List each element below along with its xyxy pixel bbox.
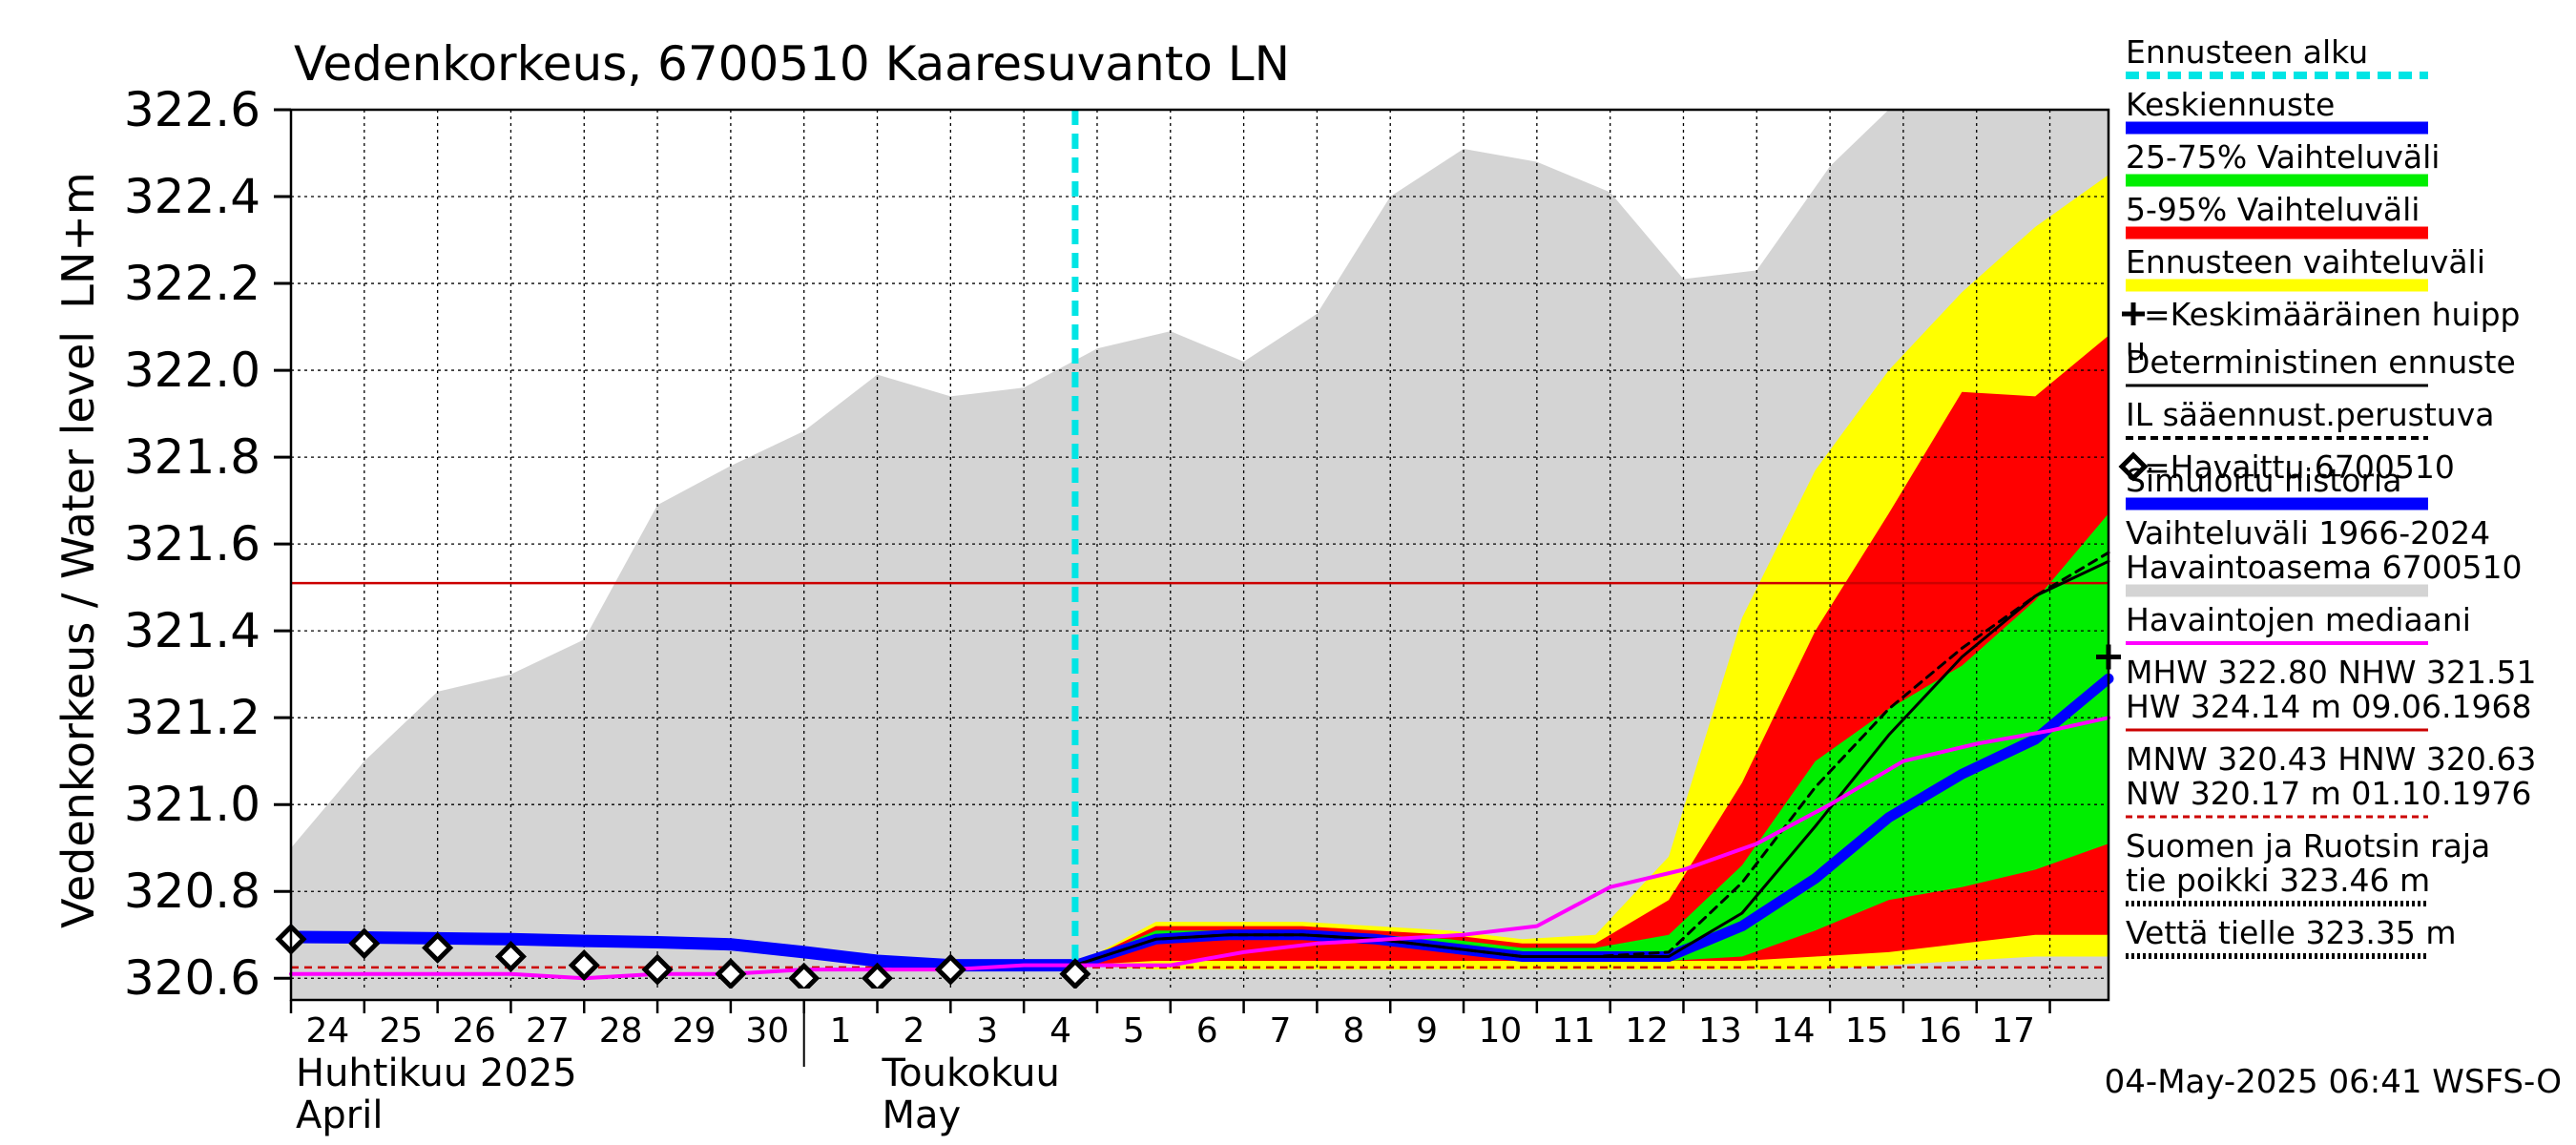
legend-label: MNW 320.43 HNW 320.63: [2126, 740, 2536, 778]
x-tick-label: 16: [1918, 1011, 1962, 1051]
x-tick-label: 15: [1845, 1011, 1889, 1051]
legend: Ennusteen alku Keskiennuste 25-75% Vaihtel…: [2118, 33, 2536, 959]
legend-item: 25-75% Vaihteluväli: [2126, 138, 2440, 187]
legend-item: Deterministinen ennuste: [2126, 344, 2516, 387]
y-axis-unit: LN+m: [52, 172, 104, 308]
observed-point: [568, 949, 600, 982]
legend-label: Simuloitu historia: [2126, 462, 2401, 499]
x-tick-label: 27: [526, 1011, 570, 1051]
legend-label-2: Havaintoasema 6700510: [2126, 549, 2523, 586]
observed-point: [422, 931, 454, 964]
x-tick-label: 14: [1772, 1011, 1816, 1051]
y-tick-label: 322.0: [124, 343, 260, 398]
y-tick-label: 322.4: [124, 169, 260, 224]
x-tick-label: 6: [1196, 1011, 1218, 1051]
legend-label: 25-75% Vaihteluväli: [2126, 138, 2440, 176]
legend-item: Ennusteen alku: [2126, 33, 2428, 79]
x-tick-label: 29: [673, 1011, 717, 1051]
month-label-fi: Toukokuu: [882, 1051, 1060, 1095]
observed-point: [348, 927, 381, 960]
legend-label: =Keskimääräinen huipp: [2144, 296, 2521, 333]
legend-label: Deterministinen ennuste: [2126, 344, 2516, 381]
legend-label-2: HW 324.14 m 09.06.1968: [2126, 688, 2531, 725]
observed-point: [1059, 958, 1091, 990]
legend-item: Havaintojen mediaani: [2126, 601, 2471, 645]
legend-label-2: tie poikki 323.46 m: [2126, 862, 2430, 899]
x-tick-label: 13: [1698, 1011, 1742, 1051]
observed-point: [494, 940, 527, 973]
legend-item: =Havaittu 6700510: [2118, 448, 2455, 486]
x-tick-label: 17: [1991, 1011, 2035, 1051]
month-label-en: May: [883, 1093, 962, 1137]
x-tick-label: 12: [1625, 1011, 1669, 1051]
legend-label: Keskiennuste: [2126, 86, 2335, 123]
legend-item: Keskiennuste: [2126, 86, 2428, 135]
footer-timestamp: 04-May-2025 06:41 WSFS-O: [2105, 1063, 2562, 1101]
legend-item: Vaihteluväli 1966-2024 Havaintoasema 670…: [2126, 514, 2523, 597]
series-havaintojen-mediaani: [289, 716, 2110, 981]
x-tick-label: 25: [379, 1011, 423, 1051]
legend-label: Ennusteen alku: [2126, 33, 2368, 71]
legend-label-2: NW 320.17 m 01.10.1976: [2126, 775, 2531, 812]
observed-point: [641, 953, 674, 986]
legend-label: IL sääennust.perustuva: [2126, 396, 2494, 433]
y-axis-label: Vedenkorkeus / Water level: [52, 331, 104, 928]
y-tick-label: 321.2: [124, 690, 260, 745]
legend-label: Vettä tielle 323.35 m: [2126, 914, 2457, 951]
month-label-fi: Huhtikuu 2025: [296, 1051, 577, 1095]
legend-label: =Havaittu 6700510: [2144, 448, 2455, 486]
x-tick-label: 4: [1049, 1011, 1071, 1051]
legend-diamond-icon: [2118, 451, 2149, 482]
y-tick-label: 321.4: [124, 603, 260, 658]
legend-label: Ennusteen vaihteluväli: [2126, 243, 2485, 281]
history-range-band: [291, 110, 2109, 991]
legend-item: Vettä tielle 323.35 m: [2126, 914, 2457, 959]
legend-plus-icon: [2122, 302, 2145, 325]
y-tick-label: 320.8: [124, 864, 260, 919]
x-tick-label: 11: [1551, 1011, 1595, 1051]
x-tick-label: 7: [1270, 1011, 1292, 1051]
x-tick-label: 28: [599, 1011, 643, 1051]
x-tick-label: 9: [1416, 1011, 1438, 1051]
legend-label: MHW 322.80 NHW 321.51: [2126, 654, 2536, 691]
legend-label: Vaihteluväli 1966-2024: [2126, 514, 2490, 552]
legend-label-2: u: [2126, 330, 2146, 367]
x-tick-label: 30: [745, 1011, 789, 1051]
series-simuloitu-historia: [284, 930, 1082, 972]
chart-title: Vedenkorkeus, 6700510 Kaaresuvanto LN: [294, 36, 1290, 92]
legend-item: IL sääennust.perustuva: [2126, 396, 2494, 440]
legend-label: 5-95% Vaihteluväli: [2126, 191, 2420, 228]
plot-frame: [289, 108, 2110, 1002]
legend-label: Suomen ja Ruotsin raja: [2126, 827, 2490, 864]
x-tick-label: 24: [306, 1011, 350, 1051]
y-tick-label: 322.6: [124, 82, 260, 137]
observed-point: [934, 953, 966, 986]
x-tick-label: 10: [1479, 1011, 1523, 1051]
x-tick-label: 8: [1342, 1011, 1364, 1051]
y-tick-label: 321.6: [124, 516, 260, 572]
legend-label: Havaintojen mediaani: [2126, 601, 2471, 638]
legend-item: Ennusteen vaihteluväli: [2126, 243, 2485, 292]
x-tick-label: 26: [452, 1011, 496, 1051]
x-tick-label: 5: [1123, 1011, 1145, 1051]
x-tick-label: 3: [976, 1011, 998, 1051]
x-tick-label: 2: [903, 1011, 924, 1051]
bottom-strip: [291, 989, 2109, 1000]
y-tick-label: 322.2: [124, 256, 260, 311]
month-label-en: April: [296, 1093, 383, 1137]
series-il-sääennust-perustuva: [1073, 551, 2110, 968]
legend-item: 5-95% Vaihteluväli: [2126, 191, 2428, 239]
x-tick-label: 1: [830, 1011, 852, 1051]
y-tick-label: 320.6: [124, 950, 260, 1006]
y-tick-label: 321.0: [124, 777, 260, 832]
legend-item: Simuloitu historia: [2126, 462, 2428, 510]
observed-point: [715, 958, 747, 990]
y-tick-label: 321.8: [124, 429, 260, 485]
